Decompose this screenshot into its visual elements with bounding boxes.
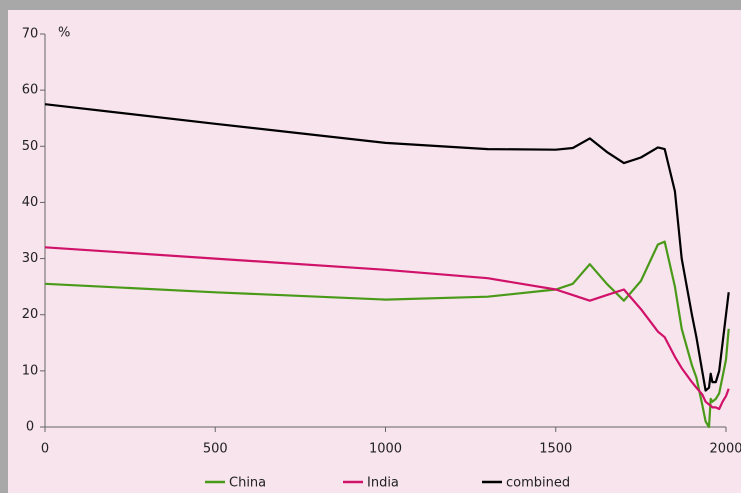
x-tick-label: 1500: [539, 442, 572, 457]
x-tick-label: 1000: [369, 442, 402, 457]
legend-label: India: [367, 476, 399, 491]
x-tick-label: 500: [203, 442, 228, 457]
series-line: [44, 103, 730, 392]
series-line: [44, 240, 730, 429]
y-unit-label: %: [58, 26, 70, 41]
y-tick-label: 20: [22, 307, 39, 322]
y-tick-label: 70: [22, 27, 39, 42]
y-tick-label: 40: [22, 195, 39, 210]
y-tick-label: 50: [22, 139, 39, 154]
series-line: [44, 246, 730, 411]
y-tick-label: 60: [22, 83, 39, 98]
legend-label: combined: [506, 476, 570, 491]
y-tick-label: 30: [22, 251, 39, 266]
x-tick-label: 0: [41, 442, 49, 457]
plot-background: [8, 10, 741, 493]
y-tick-label: 10: [22, 363, 39, 378]
y-tick-label: 0: [26, 420, 34, 435]
legend-label: China: [229, 476, 266, 491]
x-tick-label: 2000: [709, 442, 741, 457]
